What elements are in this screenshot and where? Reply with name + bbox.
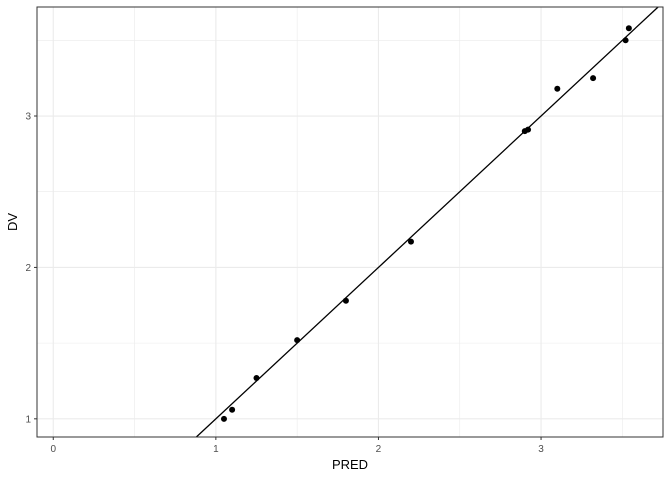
axis-ticks: 0 1 2 3 1 2 3 [25,112,544,455]
x-tick-label: 0 [50,444,56,455]
grid-lines [37,7,663,437]
data-points [220,25,632,422]
x-tick-label: 1 [213,444,219,455]
data-point [554,85,561,92]
data-point [622,37,629,44]
data-point [253,374,260,381]
y-axis-title: DV [5,213,20,231]
panel-border [36,6,664,438]
data-point [294,337,301,344]
identity-line [195,6,659,438]
data-point [625,25,632,32]
data-point [525,126,532,133]
data-point [407,238,414,245]
data-point [342,297,349,304]
x-tick-label: 3 [538,444,544,455]
data-point [220,415,227,422]
y-tick-label: 2 [25,263,31,274]
x-tick-label: 2 [376,444,382,455]
reference-line [195,6,659,438]
y-tick-label: 3 [25,112,31,123]
y-tick-label: 1 [25,414,31,425]
data-point [229,406,236,413]
x-axis-title: PRED [332,457,368,472]
data-point [590,75,597,82]
